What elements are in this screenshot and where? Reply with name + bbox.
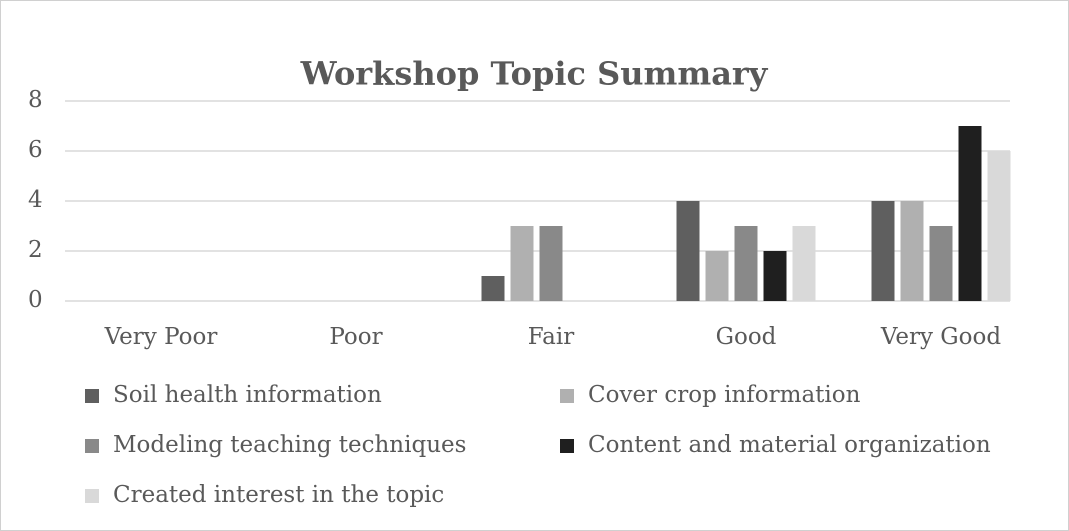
bar: [763, 251, 787, 301]
legend-label: Modeling teaching techniques: [113, 432, 466, 458]
bar: [871, 201, 895, 301]
x-tick-label: Poor: [329, 324, 382, 350]
bar: [481, 276, 505, 301]
y-tick-label: 8: [28, 87, 43, 113]
x-tick-label: Very Poor: [104, 324, 218, 350]
bar: [734, 226, 758, 301]
bar: [929, 226, 953, 301]
legend-swatch: [85, 439, 99, 453]
legend-swatch: [560, 439, 574, 453]
y-tick-label: 0: [28, 287, 43, 313]
bar: [900, 201, 924, 301]
legend-swatch: [560, 389, 574, 403]
bar: [510, 226, 534, 301]
legend-swatch: [85, 389, 99, 403]
chart-title: Workshop Topic Summary: [300, 55, 769, 93]
bar: [705, 251, 729, 301]
y-tick-label: 2: [28, 237, 43, 263]
x-tick-label: Good: [716, 324, 777, 350]
bar: [539, 226, 563, 301]
bar: [676, 201, 700, 301]
bar: [987, 151, 1011, 301]
legend-label: Cover crop information: [588, 382, 861, 408]
bar: [958, 126, 982, 301]
y-tick-label: 4: [28, 187, 43, 213]
bar: [792, 226, 816, 301]
x-tick-label: Fair: [528, 324, 574, 350]
x-tick-label: Very Good: [880, 324, 1001, 350]
y-tick-label: 6: [28, 137, 43, 163]
legend-label: Created interest in the topic: [113, 482, 444, 508]
legend-swatch: [85, 489, 99, 503]
legend-label: Soil health information: [113, 382, 382, 408]
legend-label: Content and material organization: [588, 432, 991, 458]
